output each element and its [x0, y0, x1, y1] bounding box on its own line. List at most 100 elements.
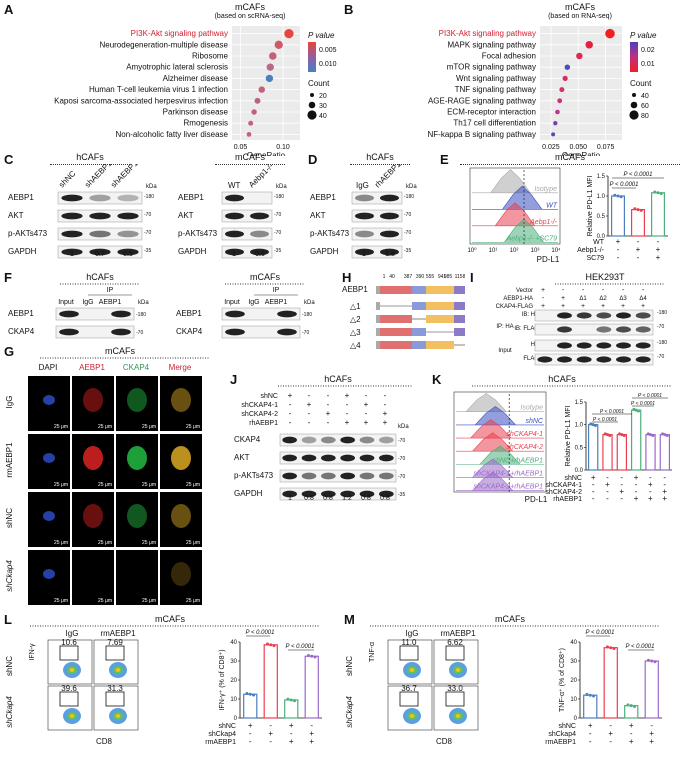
data-point	[245, 691, 249, 695]
x-tick-label: 10³	[531, 248, 540, 254]
svgM-sign: -	[609, 721, 612, 730]
kda-marker: -180	[657, 310, 667, 316]
blot-band	[61, 230, 83, 238]
flow-plot-frame	[93, 685, 139, 731]
blot-band	[225, 328, 245, 336]
svgM-sign: -	[609, 737, 612, 746]
bar	[645, 434, 656, 471]
kda-marker: -70	[398, 438, 405, 444]
data-point	[269, 52, 277, 60]
blot-band	[355, 248, 374, 256]
row-label: shCkap4	[345, 696, 354, 728]
panel-k-row-label: rhAEBP1	[553, 496, 582, 503]
column-label: rmAEBP1	[440, 629, 476, 638]
y-tick-label: 1.0	[575, 423, 584, 429]
sign: -	[562, 287, 565, 294]
pathway-label: Ribosome	[192, 52, 229, 61]
data-point	[593, 423, 597, 427]
y-axis-label: Relative PD-L1 MFI	[587, 175, 594, 236]
svgL-sign: -	[269, 737, 272, 746]
quant-value: 0.8	[304, 495, 314, 502]
kda-marker: -70	[144, 212, 151, 218]
panel-k-row-label: shNC	[564, 475, 582, 482]
blot-band	[596, 342, 612, 349]
p-value-label: P < 0.0001	[286, 644, 315, 650]
p-value-label: P < 0.0001	[626, 644, 655, 650]
panel-k-sign: -	[606, 487, 609, 496]
blot-band	[225, 212, 244, 220]
data-point	[626, 703, 630, 707]
panel-k-sign: -	[620, 480, 623, 489]
blot-band	[340, 436, 356, 444]
scale-label: 25 μm	[54, 598, 68, 604]
row-label: GAPDH	[310, 247, 339, 256]
data-point	[606, 433, 609, 437]
sign: +	[541, 287, 545, 294]
panel-e-sign: +	[656, 245, 661, 254]
blot-band	[117, 212, 139, 220]
gate-percent: 6.62	[447, 638, 463, 647]
gate	[105, 691, 125, 707]
row-label-rmAEBP1: rmAEBP1	[5, 442, 14, 478]
blot-band	[355, 212, 374, 220]
cell-signal	[171, 388, 191, 412]
svgL-row-label: shNC	[218, 723, 236, 730]
p-value-label: P < 0.0001	[586, 630, 615, 636]
scale-label: 25 μm	[142, 424, 156, 430]
blot-band	[111, 310, 131, 318]
blot-band	[225, 248, 244, 256]
kda-marker: -180	[144, 194, 154, 200]
sign: +	[383, 409, 388, 418]
scale-label: 25 μm	[186, 540, 200, 546]
row-label: shCKAP4-1	[241, 402, 278, 409]
panel-i-title: HEK293T	[585, 272, 625, 282]
scale-label: 25 μm	[98, 424, 112, 430]
pathway-label: AGE-RAGE signaling pathway	[428, 96, 536, 105]
x-axis-label: CD8	[96, 737, 113, 746]
bar	[659, 434, 671, 471]
histogram-label: shNC+rhAEBP1	[493, 457, 543, 464]
flow-density	[455, 714, 461, 718]
panel-label-c: C	[4, 152, 14, 167]
lane-label-shAEBP1-2: shAEBP1-2	[109, 164, 145, 189]
quant-value: 0.8	[380, 495, 390, 502]
blot-band	[320, 436, 336, 444]
sign: -	[289, 418, 292, 427]
blot-strip	[279, 451, 397, 465]
panel-label-l: L	[4, 612, 12, 627]
sign: -	[327, 391, 330, 400]
bar	[583, 694, 598, 719]
row-label-IgG: IgG	[5, 396, 14, 409]
blot-band	[596, 312, 612, 319]
panel-k-sign: +	[605, 480, 610, 489]
histogram-curve	[472, 202, 558, 227]
column-label: Δ2	[599, 296, 607, 302]
domain-segment	[454, 328, 465, 336]
deletion-label: △1	[350, 302, 361, 311]
data-point	[650, 659, 654, 663]
column-label: IgG	[66, 629, 79, 638]
blot-band	[576, 312, 592, 319]
lane-label: IgG	[82, 299, 93, 306]
panel-e-title: mCAFs	[555, 152, 585, 162]
blot-band	[378, 436, 394, 444]
legend-color-title: P value	[630, 31, 657, 40]
scale-label: 25 μm	[186, 424, 200, 430]
domain-segment	[426, 341, 454, 349]
panel-k-sign: -	[620, 473, 623, 482]
flow-density	[409, 714, 415, 718]
position-label: 1	[383, 274, 386, 280]
flow-density	[69, 714, 75, 718]
domain-segment	[412, 328, 426, 336]
kda-marker: -70	[398, 474, 405, 480]
data-point	[252, 693, 256, 697]
panel-k-sign: -	[592, 480, 595, 489]
blot-band	[117, 248, 139, 256]
gate	[399, 691, 419, 707]
y-tick-label: 40	[230, 640, 237, 646]
row-label: p-AKTs473	[178, 229, 218, 238]
row-label: shCkap4	[5, 696, 14, 728]
panel-label-d: D	[308, 152, 318, 167]
svgL-sign: -	[249, 729, 252, 738]
